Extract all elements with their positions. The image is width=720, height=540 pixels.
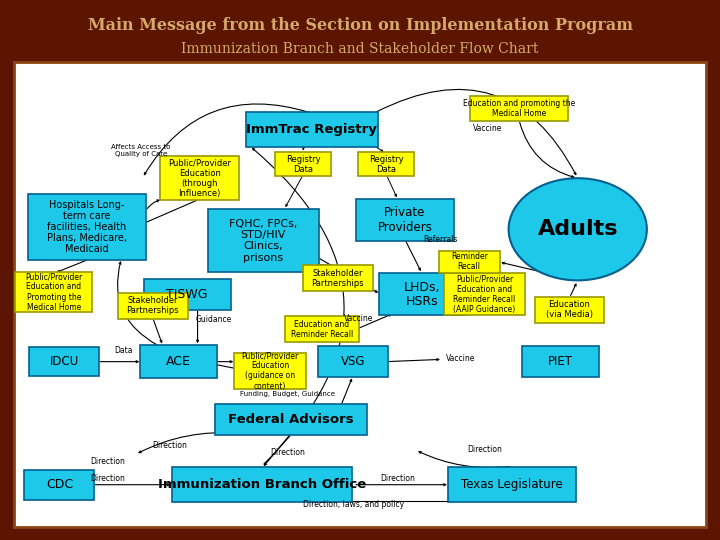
FancyBboxPatch shape: [470, 96, 567, 121]
Text: Stakeholder
Partnerships: Stakeholder Partnerships: [312, 268, 364, 288]
Text: Direction: Direction: [270, 448, 305, 457]
FancyBboxPatch shape: [356, 199, 454, 241]
Text: Education and promoting the
Medical Home: Education and promoting the Medical Home: [463, 99, 575, 118]
FancyBboxPatch shape: [359, 152, 414, 176]
Text: Guidance: Guidance: [195, 315, 232, 325]
Text: Texas Legislature: Texas Legislature: [462, 478, 563, 491]
FancyBboxPatch shape: [303, 265, 373, 291]
Text: LHDs,
HSRs: LHDs, HSRs: [404, 281, 441, 308]
Text: Data: Data: [114, 346, 133, 355]
FancyBboxPatch shape: [118, 293, 187, 319]
Text: ImmTrac Registry: ImmTrac Registry: [246, 123, 377, 136]
Text: Vaccine: Vaccine: [473, 124, 503, 132]
Text: Adults: Adults: [537, 219, 618, 239]
Text: IDCU: IDCU: [50, 355, 78, 368]
Text: Hospitals Long-
term care
facilities, Health
Plans, Medicare,
Medicaid: Hospitals Long- term care facilities, He…: [47, 200, 127, 254]
Text: Direction: Direction: [90, 474, 125, 483]
FancyBboxPatch shape: [318, 346, 388, 377]
Text: Reminder
Recall: Reminder Recall: [451, 252, 487, 271]
Text: Registry
Data: Registry Data: [369, 155, 404, 174]
Text: Private
Providers: Private Providers: [377, 206, 433, 234]
Text: Public/Provider
Education and
Reminder Recall
(AAIP Guidance): Public/Provider Education and Reminder R…: [454, 275, 516, 314]
Text: Education
(via Media): Education (via Media): [546, 300, 593, 319]
FancyBboxPatch shape: [15, 272, 92, 312]
Text: VSG: VSG: [341, 355, 365, 368]
Text: Registry
Data: Registry Data: [286, 155, 320, 174]
FancyBboxPatch shape: [144, 279, 230, 309]
Text: Affects Access to
Quality of Care: Affects Access to Quality of Care: [111, 144, 171, 157]
Text: FQHC, FPCs,
STD/HIV
Clinics,
prisons: FQHC, FPCs, STD/HIV Clinics, prisons: [229, 219, 297, 262]
Text: ACE: ACE: [166, 355, 191, 368]
Ellipse shape: [508, 178, 647, 280]
FancyBboxPatch shape: [534, 296, 604, 322]
FancyBboxPatch shape: [215, 404, 367, 435]
FancyBboxPatch shape: [140, 345, 217, 378]
Text: Public/Provider
Education and
Promoting the
Medical Home: Public/Provider Education and Promoting …: [25, 272, 82, 312]
Text: TISWG: TISWG: [166, 288, 208, 301]
Text: Vaccine: Vaccine: [344, 314, 373, 323]
FancyBboxPatch shape: [24, 470, 94, 500]
Text: Direction: Direction: [153, 441, 187, 450]
FancyBboxPatch shape: [379, 273, 466, 315]
Text: Main Message from the Section on Implementation Program: Main Message from the Section on Impleme…: [88, 17, 632, 35]
FancyBboxPatch shape: [171, 467, 352, 502]
FancyBboxPatch shape: [522, 346, 599, 377]
Text: PIET: PIET: [548, 355, 573, 368]
FancyBboxPatch shape: [246, 112, 377, 147]
Text: Public/Provider
Education
(through
Influence): Public/Provider Education (through Influ…: [168, 159, 231, 198]
FancyBboxPatch shape: [275, 152, 331, 176]
Text: Stakeholder
Partnerships: Stakeholder Partnerships: [126, 296, 179, 315]
FancyBboxPatch shape: [444, 273, 524, 315]
FancyBboxPatch shape: [438, 251, 500, 273]
Text: Immunization Branch and Stakeholder Flow Chart: Immunization Branch and Stakeholder Flow…: [181, 42, 539, 56]
Text: Direction: Direction: [381, 474, 415, 483]
Text: Direction, laws, and policy: Direction, laws, and policy: [302, 500, 404, 509]
FancyBboxPatch shape: [448, 467, 576, 502]
FancyBboxPatch shape: [161, 156, 239, 200]
Text: Immunization Branch Office: Immunization Branch Office: [158, 478, 366, 491]
Text: Funding, Budget, Guidance: Funding, Budget, Guidance: [240, 391, 335, 397]
FancyBboxPatch shape: [30, 347, 99, 376]
Text: Direction: Direction: [90, 457, 125, 466]
Text: Vaccine: Vaccine: [446, 354, 475, 363]
Text: Referrals: Referrals: [423, 235, 458, 244]
Text: Direction: Direction: [467, 446, 502, 454]
Text: Federal Advisors: Federal Advisors: [228, 413, 354, 426]
FancyBboxPatch shape: [207, 210, 319, 273]
FancyBboxPatch shape: [234, 353, 306, 389]
Text: CDC: CDC: [46, 478, 73, 491]
Text: Public/Provider
Education
(guidance on
content): Public/Provider Education (guidance on c…: [241, 352, 299, 390]
Text: Education and
Reminder Recall: Education and Reminder Recall: [291, 320, 353, 339]
FancyBboxPatch shape: [28, 194, 146, 260]
FancyBboxPatch shape: [285, 316, 359, 342]
